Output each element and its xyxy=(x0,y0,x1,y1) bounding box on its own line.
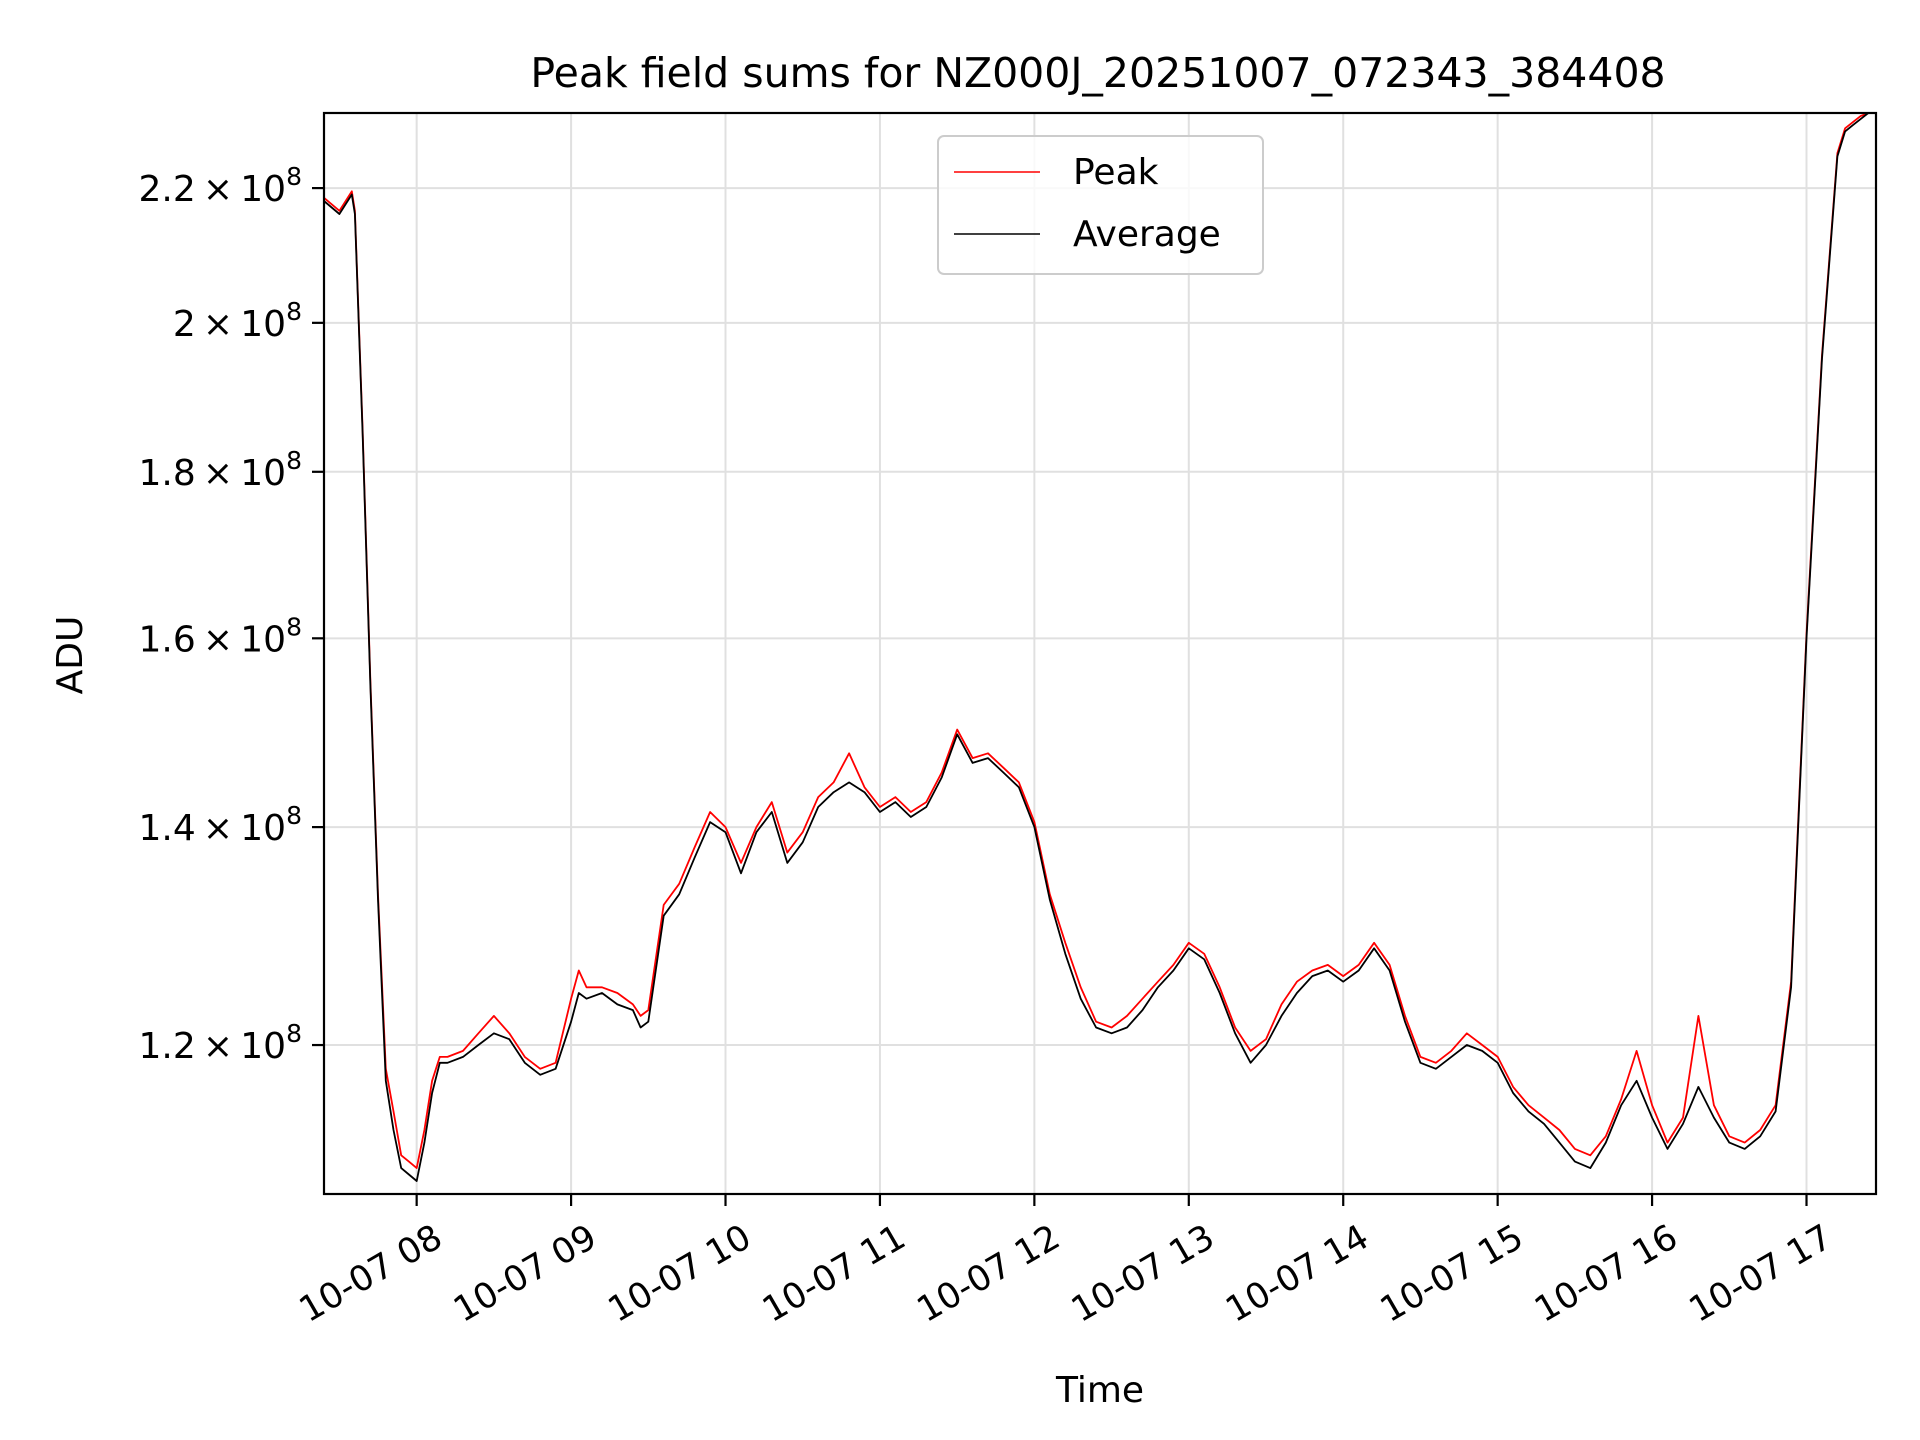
legend-box xyxy=(937,135,1264,275)
chart-title: Peak field sums for NZ000J_20251007_0723… xyxy=(530,49,1665,97)
series-lines xyxy=(323,112,1876,1182)
y-tick-label-1: 1.4 × 108 xyxy=(138,801,302,849)
legend-label-peak: Peak xyxy=(1073,152,1159,193)
x-axis-label: Time xyxy=(1055,1370,1144,1411)
series-line-peak xyxy=(323,112,1876,1169)
series-line-average xyxy=(323,112,1876,1182)
y-tick-label-2: 1.6 × 108 xyxy=(138,612,302,660)
y-axis-label: ADU xyxy=(50,616,91,695)
y-tick-label-5: 2.2 × 108 xyxy=(138,162,302,210)
plot-frame xyxy=(322,111,1878,1196)
legend-label-average: Average xyxy=(1073,214,1221,255)
legend: Peak Average xyxy=(937,135,1264,275)
y-tick-label-4: 2 × 108 xyxy=(173,297,302,345)
y-tick-label-0: 1.2 × 108 xyxy=(138,1019,302,1067)
y-tick-label-3: 1.8 × 108 xyxy=(138,446,302,494)
